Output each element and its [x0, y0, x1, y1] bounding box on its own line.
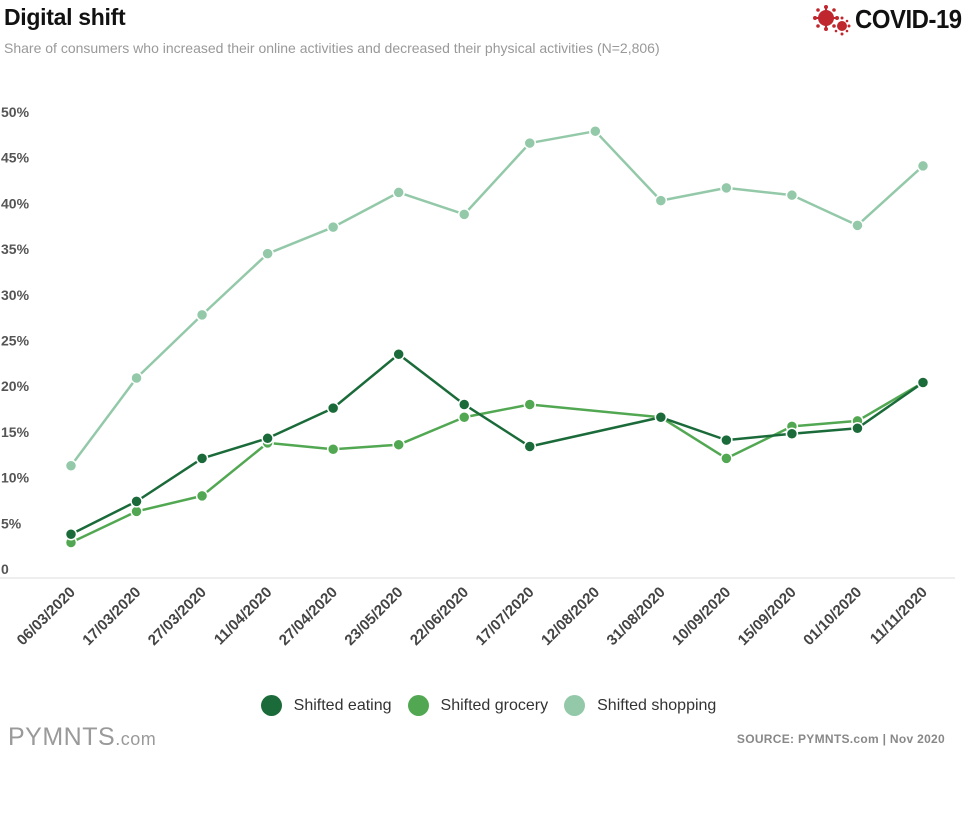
data-point-shifted-shopping: [851, 219, 864, 232]
y-tick-label: 5%: [1, 515, 22, 531]
data-point-shifted-shopping: [720, 181, 733, 195]
x-tick-label: 15/09/2020: [735, 584, 800, 649]
data-point-shifted-eating: [130, 495, 143, 508]
chart-subtitle: Share of consumers who increased their o…: [4, 40, 660, 56]
x-tick-label: 22/06/2020: [407, 584, 472, 649]
virus-icon: [813, 5, 851, 36]
y-tick-label: 10%: [1, 470, 30, 486]
y-tick-label: 0: [1, 561, 9, 577]
x-tick-label: 11/04/2020: [211, 584, 276, 649]
data-point-shifted-shopping: [261, 247, 274, 260]
data-point-shifted-shopping: [326, 220, 340, 234]
data-point-shifted-grocery: [392, 438, 405, 451]
data-point-shifted-eating: [916, 376, 930, 389]
data-point-shifted-eating: [64, 528, 78, 541]
legend-swatch-eating: [260, 695, 282, 716]
data-point-shifted-shopping: [589, 124, 602, 138]
data-point-shifted-grocery: [195, 489, 209, 503]
x-tick-label: 06/03/2020: [14, 584, 79, 649]
legend-item-eating: Shifted eating: [260, 695, 392, 716]
data-point-shifted-shopping: [523, 136, 537, 150]
y-tick-label: 30%: [1, 287, 30, 303]
data-point-shifted-eating: [195, 452, 209, 465]
series-shifted-eating: [64, 347, 930, 541]
data-point-shifted-shopping: [785, 188, 799, 202]
data-point-shifted-shopping: [457, 208, 471, 221]
chart-title: Digital shift: [4, 4, 126, 30]
x-axis: 06/03/2020 17/03/2020 27/03/2020 11/04/2020…: [14, 584, 931, 649]
data-point-shifted-shopping: [130, 371, 143, 385]
series-shifted-shopping: [64, 124, 930, 472]
legend-label-eating: Shifted eating: [293, 696, 392, 714]
data-point-shifted-eating: [523, 440, 537, 453]
data-point-shifted-eating: [392, 347, 405, 361]
y-tick-label: 15%: [1, 424, 30, 440]
y-tick-label: 50%: [1, 104, 30, 120]
y-tick-label: 35%: [1, 241, 30, 257]
y-tick-label: 40%: [1, 195, 30, 211]
line-chart: 0 5% 10% 15% 20% 25% 30% 35% 40% 45% 50% 06/03/202…: [0, 104, 955, 649]
source-note: SOURCE: PYMNTS.com | Nov 2020: [736, 732, 945, 746]
covid-badge: COVID-19: [811, 2, 971, 36]
legend-item-grocery: Shifted grocery: [407, 695, 549, 716]
data-point-shifted-eating: [457, 398, 471, 411]
data-point-shifted-shopping: [654, 194, 668, 207]
data-point-shifted-eating: [851, 421, 864, 435]
data-point-shifted-grocery: [457, 411, 471, 424]
series-line-shifted-shopping: [69, 129, 924, 467]
brand-name: PYMNTS: [8, 723, 116, 751]
data-point-shifted-grocery: [326, 443, 340, 456]
x-tick-label: 27/03/2020: [145, 584, 210, 649]
legend-label-grocery: Shifted grocery: [440, 696, 549, 714]
data-point-shifted-eating: [785, 427, 799, 440]
legend-item-shopping: Shifted shopping: [564, 695, 716, 716]
data-point-shifted-shopping: [392, 186, 405, 199]
data-point-shifted-eating: [326, 401, 340, 415]
data-point-shifted-eating: [261, 432, 274, 445]
data-point-shifted-shopping: [64, 459, 78, 472]
data-point-shifted-shopping: [195, 308, 209, 322]
x-tick-label: 01/10/2020: [800, 584, 865, 649]
x-tick-label: 12/08/2020: [538, 584, 603, 649]
x-tick-label: 27/04/2020: [276, 584, 341, 649]
legend: Shifted eating Shifted grocery Shifted s…: [0, 695, 977, 716]
data-point-shifted-eating: [654, 411, 668, 424]
covid-badge-label: COVID-19: [855, 3, 962, 34]
series-layer: [64, 124, 930, 549]
y-tick-label: 45%: [1, 150, 30, 166]
x-tick-label: 23/05/2020: [341, 584, 406, 649]
x-tick-label: 11/11/2020: [867, 584, 931, 648]
series-line-shifted-eating: [70, 352, 924, 536]
x-tick-label: 17/07/2020: [472, 584, 537, 649]
data-point-shifted-eating: [720, 433, 733, 447]
data-point-shifted-grocery: [523, 398, 537, 411]
legend-swatch-grocery: [407, 695, 429, 716]
x-tick-label: 10/09/2020: [669, 584, 734, 649]
brand-suffix: .com: [115, 729, 157, 749]
x-tick-label: 31/08/2020: [604, 584, 669, 649]
x-tick-label: 17/03/2020: [79, 584, 144, 649]
y-tick-label: 25%: [1, 333, 30, 349]
y-tick-label: 20%: [1, 378, 30, 394]
data-point-shifted-shopping: [916, 159, 930, 173]
brand-logo: PYMNTS.com: [8, 723, 156, 752]
y-axis: 0 5% 10% 15% 20% 25% 30% 35% 40% 45% 50%: [1, 104, 30, 577]
data-point-shifted-grocery: [720, 452, 733, 465]
legend-swatch-shopping: [564, 695, 586, 716]
legend-label-shopping: Shifted shopping: [597, 696, 717, 714]
